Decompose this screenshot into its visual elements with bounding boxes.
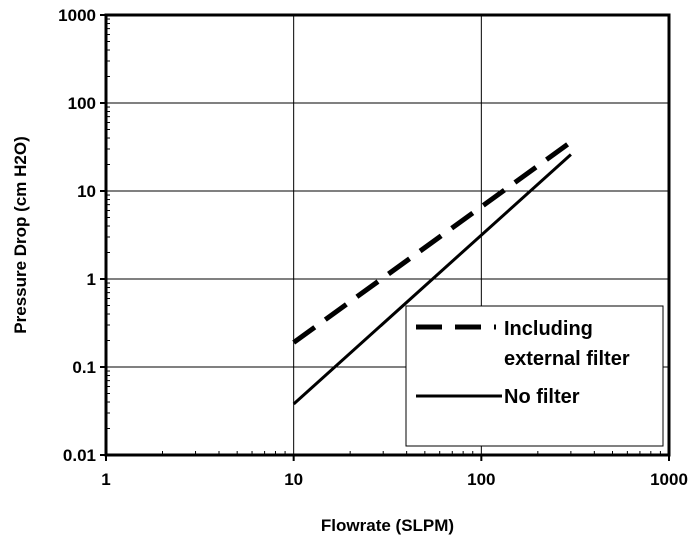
x-tick-label: 1000 <box>650 470 688 489</box>
y-tick-label: 1 <box>87 270 96 289</box>
y-tick-label: 1000 <box>58 6 96 25</box>
axis-ticks: 0.01 0.1 1 10 100 1000 1 10 100 1000 <box>58 6 688 489</box>
y-tick-label: 0.1 <box>72 358 96 377</box>
legend-label-including-external-filter: external filter <box>504 348 630 370</box>
series-line-including-external-filter <box>292 139 573 345</box>
x-tick-label: 100 <box>467 470 495 489</box>
y-tick-label: 100 <box>68 94 96 113</box>
legend-label-no-filter: No filter <box>504 386 580 408</box>
x-tick-label: 1 <box>101 470 110 489</box>
series-lines <box>292 139 573 406</box>
legend-box <box>405 305 664 447</box>
y-axis-label: Pressure Drop (cm H2O) <box>11 136 30 333</box>
y-tick-label: 10 <box>77 182 96 201</box>
x-tick-label: 10 <box>284 470 303 489</box>
y-tick-label: 0.01 <box>63 446 96 465</box>
legend-label-including-external-filter: Including <box>504 318 593 340</box>
x-axis-label: Flowrate (SLPM) <box>321 516 454 535</box>
legend: Including external filter No filter <box>405 305 664 447</box>
plot-area-frame <box>104 13 671 457</box>
series-line-no-filter <box>292 153 572 406</box>
